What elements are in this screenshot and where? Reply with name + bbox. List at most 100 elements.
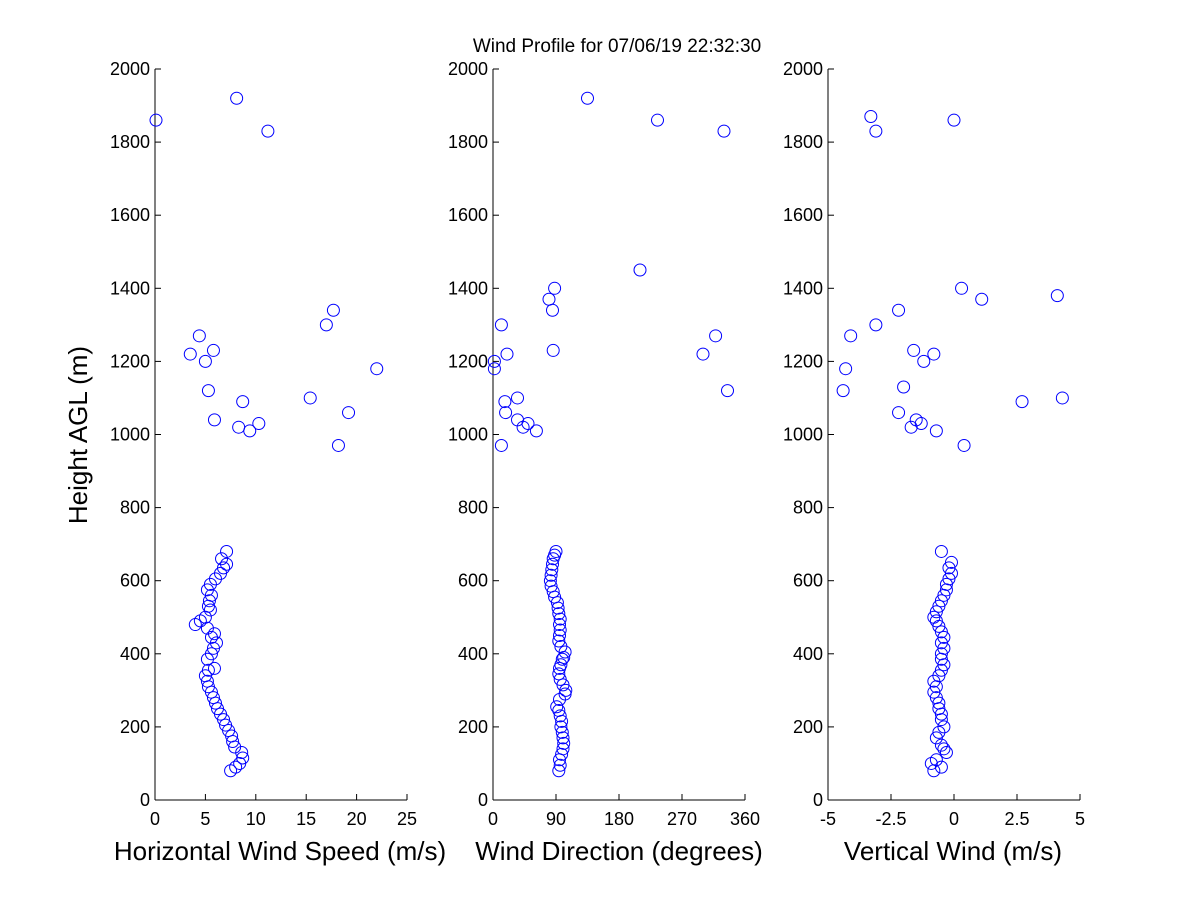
data-point-wind-direction — [544, 579, 558, 593]
x-tick-label-horizontal-wind-speed: 20 — [347, 809, 367, 829]
y-tick-label-horizontal-wind-speed: 400 — [120, 644, 150, 664]
y-tick-label-horizontal-wind-speed: 1800 — [110, 132, 150, 152]
data-point-horizontal-wind-speed — [252, 417, 266, 431]
data-point-wind-direction — [552, 703, 566, 717]
data-point-vertical-wind — [975, 292, 989, 306]
data-point-horizontal-wind-speed — [230, 91, 244, 105]
y-tick-label-wind-direction: 800 — [458, 498, 488, 518]
x-axis-label-horizontal-wind-speed: Horizontal Wind Speed (m/s) — [114, 836, 446, 866]
x-tick-label-vertical-wind: 5 — [1075, 809, 1085, 829]
data-point-wind-direction — [717, 124, 731, 138]
data-point-horizontal-wind-speed — [303, 391, 317, 405]
y-tick-label-vertical-wind: 1000 — [783, 425, 823, 445]
data-point-horizontal-wind-speed — [183, 347, 197, 361]
x-tick-label-wind-direction: 360 — [730, 809, 760, 829]
y-tick-label-wind-direction: 600 — [458, 571, 488, 591]
y-tick-label-horizontal-wind-speed: 0 — [140, 790, 150, 810]
data-point-wind-direction — [553, 612, 567, 626]
data-point-vertical-wind — [864, 110, 878, 124]
x-tick-label-horizontal-wind-speed: 0 — [150, 809, 160, 829]
data-point-horizontal-wind-speed — [206, 691, 220, 705]
data-point-wind-direction — [552, 607, 566, 621]
y-tick-label-vertical-wind: 0 — [813, 790, 823, 810]
y-tick-label-horizontal-wind-speed: 2000 — [110, 59, 150, 79]
data-point-vertical-wind — [904, 420, 918, 434]
x-tick-label-horizontal-wind-speed: 5 — [200, 809, 210, 829]
x-tick-label-vertical-wind: 2.5 — [1004, 809, 1029, 829]
data-point-vertical-wind — [929, 424, 943, 438]
data-point-wind-direction — [555, 747, 569, 761]
data-point-vertical-wind — [934, 544, 948, 558]
y-tick-label-wind-direction: 2000 — [448, 59, 488, 79]
x-tick-label-vertical-wind: -5 — [820, 809, 836, 829]
data-point-wind-direction — [633, 263, 647, 277]
x-axis-label-vertical-wind: Vertical Wind (m/s) — [844, 836, 1062, 866]
y-tick-label-vertical-wind: 1200 — [783, 351, 823, 371]
y-tick-label-wind-direction: 1800 — [448, 132, 488, 152]
data-point-wind-direction — [552, 634, 566, 648]
data-point-vertical-wind — [917, 354, 931, 368]
y-tick-label-wind-direction: 1000 — [448, 425, 488, 445]
data-point-wind-direction — [554, 658, 568, 672]
y-tick-label-horizontal-wind-speed: 1200 — [110, 351, 150, 371]
y-tick-label-vertical-wind: 1400 — [783, 278, 823, 298]
data-point-vertical-wind — [927, 347, 941, 361]
y-tick-label-wind-direction: 200 — [458, 717, 488, 737]
data-point-vertical-wind — [929, 614, 943, 628]
data-point-vertical-wind — [937, 742, 951, 756]
y-tick-label-vertical-wind: 800 — [793, 498, 823, 518]
data-point-vertical-wind — [1015, 395, 1029, 409]
data-point-wind-direction — [546, 557, 559, 571]
x-axis-label-wind-direction: Wind Direction (degrees) — [475, 836, 763, 866]
data-point-horizontal-wind-speed — [203, 603, 217, 617]
data-point-horizontal-wind-speed — [201, 384, 215, 398]
data-point-wind-direction — [494, 318, 508, 332]
data-point-vertical-wind — [934, 760, 948, 774]
panel-wind-direction: 0 200 400 600 800 1000 1200 1400 1600 1800 2000 0 90… — [448, 59, 763, 866]
data-point-wind-direction — [651, 113, 664, 127]
x-tick-label-vertical-wind: -2.5 — [875, 809, 906, 829]
panel-wind-direction-axes: 0 200 400 600 800 1000 1200 1400 1600 1800 2000 0 90… — [448, 59, 760, 829]
data-point-wind-direction — [552, 667, 566, 681]
data-point-horizontal-wind-speed — [319, 318, 333, 332]
y-tick-label-vertical-wind: 400 — [793, 644, 823, 664]
y-tick-label-vertical-wind: 600 — [793, 571, 823, 591]
data-point-vertical-wind — [957, 438, 971, 452]
data-point-horizontal-wind-speed — [217, 561, 231, 575]
panel-vertical-wind: 0 200 400 600 800 1000 1200 1400 1600 1800 2000 -5 -… — [783, 59, 1085, 866]
data-point-wind-direction — [548, 281, 562, 295]
data-point-vertical-wind — [892, 303, 906, 317]
data-point-wind-direction — [552, 764, 566, 778]
data-point-wind-direction — [554, 720, 568, 734]
data-point-vertical-wind — [1050, 289, 1064, 303]
data-point-vertical-wind — [937, 720, 951, 734]
data-point-wind-direction — [545, 563, 559, 577]
data-point-horizontal-wind-speed — [207, 413, 221, 427]
data-point-wind-direction — [544, 568, 558, 582]
data-point-wind-direction — [511, 391, 524, 405]
data-point-wind-direction — [554, 639, 568, 653]
data-point-vertical-wind — [836, 384, 850, 398]
data-point-vertical-wind — [929, 753, 943, 767]
y-tick-label-wind-direction: 0 — [478, 790, 488, 810]
data-point-vertical-wind — [1055, 391, 1069, 405]
data-point-wind-direction — [553, 758, 567, 772]
data-point-horizontal-wind-speed — [198, 354, 212, 368]
y-tick-label-wind-direction: 1200 — [448, 351, 488, 371]
data-point-wind-direction — [546, 343, 560, 357]
x-tick-label-wind-direction: 90 — [546, 809, 566, 829]
panel-vertical-wind-axes: 0 200 400 600 800 1000 1200 1400 1600 1800 2000 -5 -… — [783, 59, 1085, 829]
y-tick-label-vertical-wind: 1600 — [783, 205, 823, 225]
y-tick-label-vertical-wind: 1800 — [783, 132, 823, 152]
data-point-horizontal-wind-speed — [342, 406, 356, 420]
data-point-horizontal-wind-speed — [326, 303, 340, 317]
x-tick-label-wind-direction: 270 — [667, 809, 697, 829]
y-tick-label-vertical-wind: 200 — [793, 717, 823, 737]
data-point-wind-direction — [511, 413, 524, 427]
data-point-wind-direction — [581, 91, 594, 105]
data-point-wind-direction — [487, 354, 501, 368]
data-point-wind-direction — [494, 438, 508, 452]
data-point-wind-direction — [553, 709, 567, 723]
data-point-vertical-wind — [955, 281, 969, 295]
